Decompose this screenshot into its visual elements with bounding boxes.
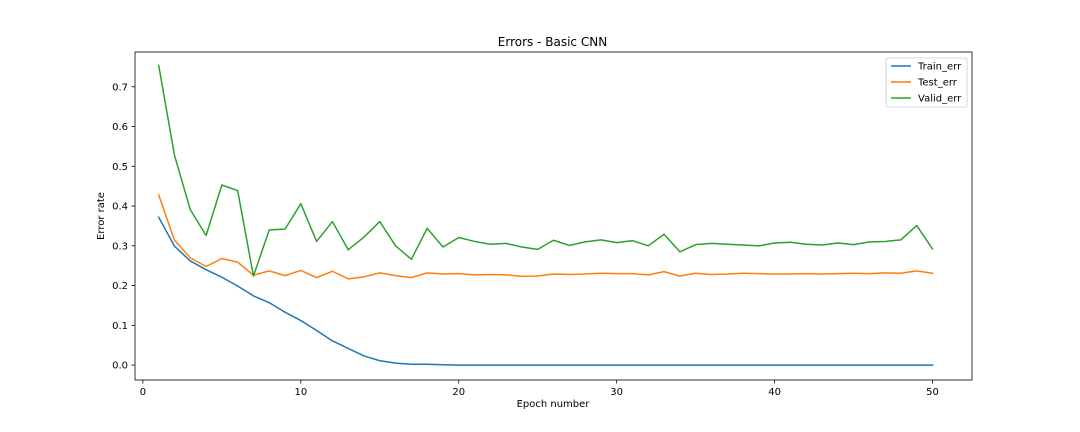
y-tick-label: 0.7 [112,82,128,93]
legend-box [885,57,968,108]
legend: Train_err Test_err Valid_err [885,57,968,108]
y-tick-label: 0.4 [112,202,128,213]
y-tick-label: 0.5 [112,162,128,173]
series-line-train-err [157,216,934,366]
x-tick-label: 50 [926,387,939,398]
y-tick-label: 0.6 [112,122,128,133]
x-tick-label: 0 [140,387,146,398]
x-axis-label: Epoch number [517,399,591,410]
y-tick-label: 0.1 [112,321,128,332]
y-axis: 0.0 0.1 0.2 0.3 0.4 0.5 0.6 0.7 [112,82,135,372]
x-tick-label: 30 [610,387,623,398]
x-tick-label: 40 [768,387,781,398]
legend-label: Valid_err [918,94,962,105]
series-lines [157,64,934,366]
legend-label: Test_err [917,78,958,89]
legend-label: Train_err [917,62,962,73]
series-line-valid-err [157,64,934,277]
y-axis-label: Error rate [96,192,107,240]
plot-area [134,51,973,381]
x-tick-label: 10 [294,387,307,398]
x-axis: 0 10 20 30 40 50 [140,380,939,398]
y-tick-label: 0.2 [112,281,128,292]
chart-title: Errors - Basic CNN [498,35,607,49]
y-tick-label: 0.0 [112,361,128,372]
y-tick-label: 0.3 [112,241,128,252]
x-tick-label: 20 [452,387,465,398]
series-line-test-err [157,193,934,280]
